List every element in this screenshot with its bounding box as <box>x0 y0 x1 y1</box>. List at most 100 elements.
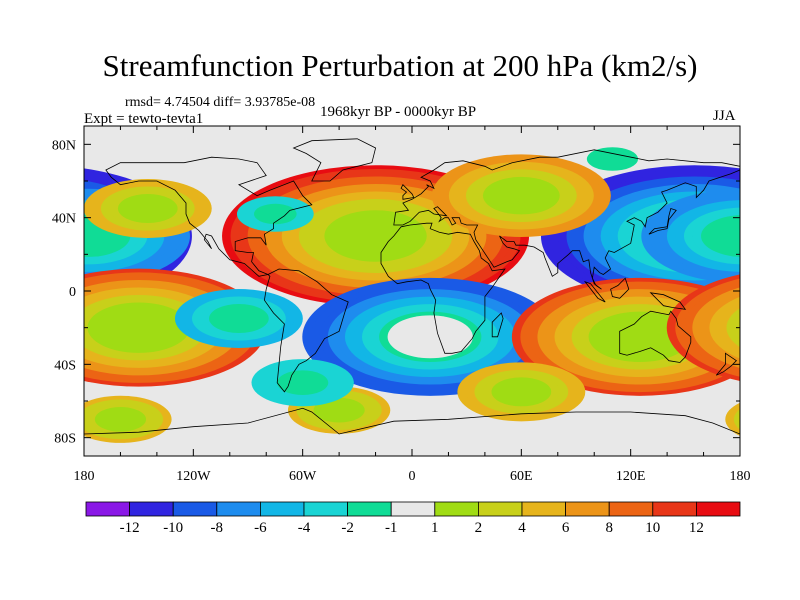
colorbar-box <box>608 501 654 517</box>
greenland-coastline <box>292 138 377 182</box>
colorbar-label: -6 <box>254 520 267 536</box>
y-tick-label: 40N <box>52 212 76 227</box>
anomaly-cell <box>174 289 303 348</box>
madagascar-coastline <box>491 312 504 338</box>
contour-band <box>96 306 182 350</box>
x-tick-label: 60E <box>510 469 533 484</box>
contour-band <box>701 215 740 257</box>
antarctica-coastline <box>84 407 740 435</box>
contour-band <box>84 224 90 248</box>
contour-band <box>84 216 99 256</box>
season-label: JJA <box>713 108 736 124</box>
colorbar-box <box>696 501 741 517</box>
contour-band <box>748 183 800 234</box>
anomaly-cell-wrap <box>641 188 740 284</box>
contour-band <box>726 308 740 348</box>
anomaly-cell-wrap <box>666 274 800 381</box>
contour-band <box>734 316 740 340</box>
contour-band <box>313 397 365 423</box>
contour-band <box>752 306 800 349</box>
contour-band <box>117 194 178 223</box>
contour-band <box>774 194 800 223</box>
contour-field <box>84 126 800 456</box>
chart-title: Streamfunction Perturbation at 200 hPa (… <box>102 48 698 83</box>
x-tick-label: 180 <box>730 469 751 484</box>
colorbar-label: -8 <box>211 520 224 536</box>
anomaly-cell-wrap <box>739 183 800 234</box>
australia-coastline <box>619 310 692 363</box>
contour-band <box>94 406 147 432</box>
colorbar-label: -1 <box>385 520 398 536</box>
contour-band <box>757 187 800 231</box>
x-tick-label: 60W <box>289 469 317 484</box>
colorbar-label: 8 <box>605 520 613 536</box>
contour-band <box>491 377 552 407</box>
contour-band <box>751 407 800 432</box>
experiment-label: Expt = tewto-tevta1 <box>84 111 204 127</box>
stats-label: rmsd= 4.74504 diff= 3.93785e-08 <box>125 95 316 110</box>
contour-band <box>324 210 427 262</box>
anomaly-cell <box>84 395 172 443</box>
coastlines <box>84 138 740 435</box>
eurasia-coastline <box>393 149 740 290</box>
anomaly-cell-wrap <box>725 402 800 436</box>
south-america-coastline <box>263 268 349 393</box>
contour-band <box>739 206 740 211</box>
colorbar-box <box>652 501 697 517</box>
colorbar-label: 2 <box>475 520 483 536</box>
sumatra-coastline <box>583 280 606 303</box>
contour-band <box>733 409 740 430</box>
anomaly-cell <box>457 362 586 422</box>
y-tick-label: 0 <box>69 285 76 300</box>
x-tick-label: 0 <box>409 469 416 484</box>
contour-band <box>254 203 297 225</box>
contour-band <box>387 315 473 359</box>
x-tick-label: 120E <box>616 469 646 484</box>
contour-band <box>209 304 269 333</box>
colorbar-box <box>565 501 610 517</box>
contour-band <box>277 370 329 396</box>
colorbar-label: -4 <box>298 520 311 536</box>
contour-band <box>725 402 740 436</box>
axis-ticks: 180 120W 60W 0 60E 120E 180 80N 40N 0 40S 80S <box>52 126 751 484</box>
colorbar-box <box>390 501 436 517</box>
colorbar-box <box>477 501 523 517</box>
colorbar-box <box>259 501 305 517</box>
contour-band <box>742 403 800 435</box>
contour-band <box>597 315 683 359</box>
anomaly-cell <box>586 147 639 171</box>
anomaly-cell <box>431 154 611 237</box>
colorbar-box <box>303 501 348 517</box>
new-guinea-coastline <box>649 292 687 310</box>
colorbar-box <box>129 501 174 517</box>
y-tick-label: 80N <box>52 138 76 153</box>
colorbar-box <box>172 501 218 517</box>
anomaly-cell <box>236 196 314 232</box>
japan-coastline <box>648 207 677 235</box>
contour-band <box>743 302 800 352</box>
colorbar-box <box>434 501 479 517</box>
x-tick-label: 180 <box>74 469 95 484</box>
borneo-coastline <box>610 277 630 299</box>
british-isles-coastline <box>400 184 415 200</box>
colorbar: -12 -10 -8 -6 -4 -2 -1 1 2 4 6 8 10 12 <box>85 501 741 536</box>
contour-band <box>482 176 560 215</box>
colorbar-label: 6 <box>562 520 570 536</box>
anomaly-cell <box>251 359 354 407</box>
colorbar-box <box>85 501 130 517</box>
anomaly-cell <box>84 179 212 238</box>
colorbar-box <box>216 501 261 517</box>
colorbar-label: 4 <box>518 520 526 536</box>
x-tick-label: 120W <box>176 469 211 484</box>
north-america-coastline <box>105 156 313 277</box>
colorbar-label: -12 <box>120 520 140 536</box>
colorbar-label: -2 <box>341 520 354 536</box>
colorbar-label: 10 <box>645 520 660 536</box>
y-tick-label: 40S <box>54 358 76 373</box>
period-label: 1968kyr BP - 0000kyr BP <box>320 104 477 120</box>
africa-coastline <box>380 222 506 354</box>
colorbar-label: -10 <box>163 520 183 536</box>
new-zealand-coastline <box>715 352 738 376</box>
colorbar-box <box>521 501 566 517</box>
